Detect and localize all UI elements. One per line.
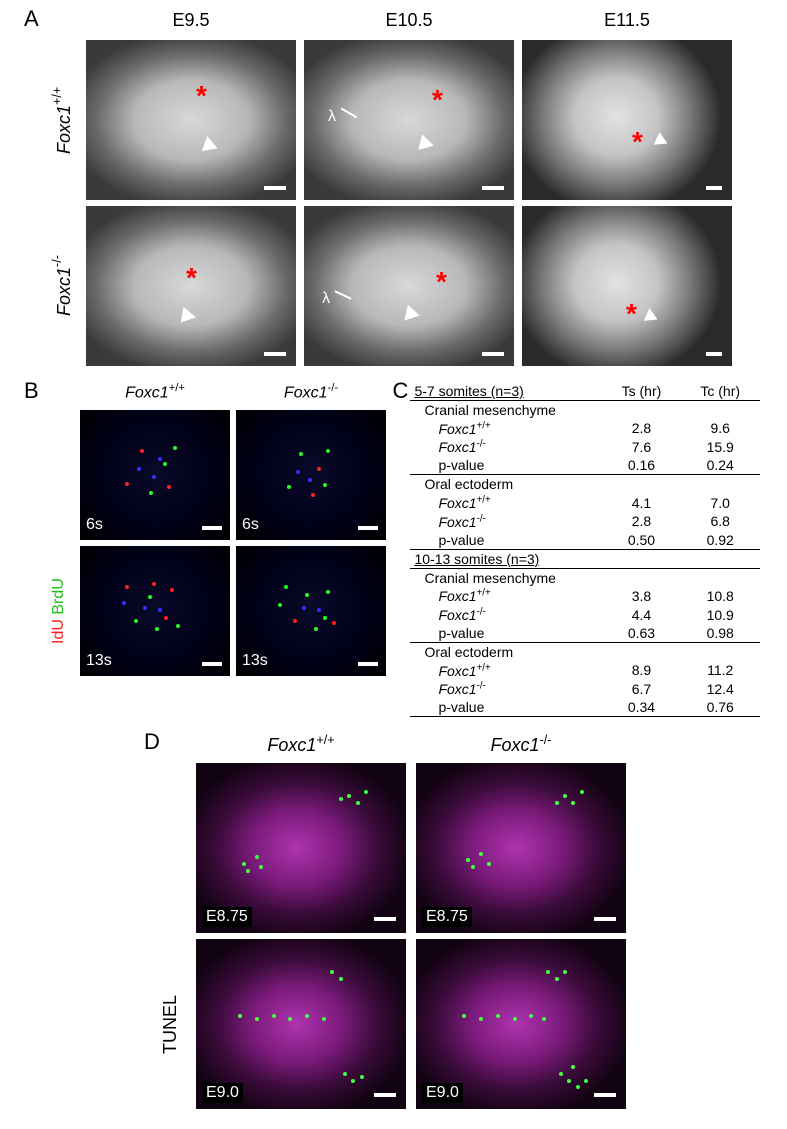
table-row: p-value: [410, 698, 603, 717]
scalebar-icon: [202, 526, 222, 530]
scalebar-icon: [202, 662, 222, 666]
table-group-title: 5-7 somites (n=3): [414, 383, 523, 399]
table-row: p-value: [410, 456, 603, 475]
panel-b-img-wt-13s: 13s: [80, 546, 230, 676]
arrowhead-icon: [404, 305, 421, 324]
panel-b-stain-label: IdU BrdU: [50, 546, 74, 676]
panel-a: A E9.5 E10.5 E11.5 Foxc1+/+ * * λ *: [50, 10, 767, 366]
panel-a-img-mut-e105: * λ: [304, 206, 514, 366]
panel-a-stage-0: E9.5: [86, 10, 296, 34]
table-row: p-value: [410, 624, 603, 643]
table-row: Foxc1+/+: [410, 661, 603, 680]
panel-b-grid: Foxc1+/+ Foxc1-/- 6s: [50, 382, 386, 676]
scalebar-icon: [358, 526, 378, 530]
panel-d-img-wt-e90: E9.0: [196, 939, 406, 1109]
panel-a-img-mut-e95: *: [86, 206, 296, 366]
scalebar-icon: [264, 352, 286, 356]
panel-b-label: B: [24, 378, 39, 404]
figure-root: A E9.5 E10.5 E11.5 Foxc1+/+ * * λ *: [20, 10, 767, 1109]
panel-b: B Foxc1+/+ Foxc1-/- 6s: [50, 382, 386, 676]
asterisk-icon: *: [432, 84, 443, 116]
asterisk-icon: *: [632, 126, 643, 158]
panel-d-row-label: TUNEL: [160, 939, 186, 1109]
arrowhead-icon: [202, 136, 221, 156]
panel-d-geno-0: Foxc1+/+: [196, 733, 406, 757]
table-row: p-value: [410, 531, 603, 550]
table-col-tc: Tc (hr): [680, 382, 761, 401]
tissue-name: Oral ectoderm: [410, 475, 603, 494]
tissue-name: Cranial mesenchyme: [410, 568, 603, 587]
panel-a-img-wt-e115: *: [522, 40, 732, 200]
panel-a-grid: E9.5 E10.5 E11.5 Foxc1+/+ * * λ *: [50, 10, 767, 366]
panel-d-grid: Foxc1+/+ Foxc1-/- E8.75 E8.75: [160, 733, 767, 1109]
tissue-name: Oral ectoderm: [410, 642, 603, 661]
table-row: Foxc1-/-: [410, 605, 603, 624]
stage-label: 13s: [242, 652, 268, 670]
asterisk-icon: *: [196, 80, 207, 112]
stage-label: 6s: [86, 516, 103, 534]
panel-a-stage-1: E10.5: [304, 10, 514, 34]
asterisk-icon: *: [186, 262, 197, 294]
asterisk-icon: *: [436, 266, 447, 298]
scalebar-icon: [374, 917, 396, 921]
panel-a-img-mut-e115: *: [522, 206, 732, 366]
scalebar-icon: [264, 186, 286, 190]
stage-label: E9.0: [202, 1083, 243, 1103]
panel-b-img-wt-6s: 6s: [80, 410, 230, 540]
panel-a-img-wt-e105: * λ: [304, 40, 514, 200]
panel-d-img-mut-e90: E9.0: [416, 939, 626, 1109]
brdu-label: BrdU: [50, 578, 67, 614]
panel-a-label: A: [24, 6, 39, 32]
idu-label: IdU: [50, 619, 67, 644]
panel-b-img-mut-13s: 13s: [236, 546, 386, 676]
lambda-line-icon: [334, 290, 351, 299]
stage-label: E9.0: [422, 1083, 463, 1103]
table-group-title: 10-13 somites (n=3): [414, 551, 539, 567]
stage-label: 6s: [242, 516, 259, 534]
panel-d-img-wt-e875: E8.75: [196, 763, 406, 933]
asterisk-icon: *: [626, 298, 637, 330]
panel-d-label: D: [144, 729, 160, 755]
panel-c: C 5-7 somites (n=3) Ts (hr) Tc (hr) Cran…: [410, 382, 760, 717]
stage-label: E8.75: [422, 907, 472, 927]
panel-a-geno-0: Foxc1+/+: [50, 40, 78, 200]
table-row: Foxc1+/+: [410, 419, 603, 438]
lambda-icon: λ: [328, 108, 336, 126]
stage-label: 13s: [86, 652, 112, 670]
panel-d-geno-1: Foxc1-/-: [416, 733, 626, 757]
stage-label: E8.75: [202, 907, 252, 927]
arrowhead-icon: [654, 132, 671, 150]
table-row: Foxc1+/+: [410, 493, 603, 512]
scalebar-icon: [482, 352, 504, 356]
scalebar-icon: [594, 917, 616, 921]
table-col-ts: Ts (hr): [603, 382, 680, 401]
panel-b-img-mut-6s: 6s: [236, 410, 386, 540]
table-row: Foxc1+/+: [410, 587, 603, 606]
arrowhead-icon: [181, 307, 198, 325]
table-row: Foxc1-/-: [410, 680, 603, 699]
arrowhead-icon: [644, 308, 661, 326]
scalebar-icon: [706, 186, 722, 190]
panel-c-table: 5-7 somites (n=3) Ts (hr) Tc (hr) Crania…: [410, 382, 760, 717]
panel-a-geno-1: Foxc1-/-: [50, 206, 78, 366]
tissue-name: Cranial mesenchyme: [410, 401, 603, 420]
panel-c-label: C: [392, 378, 408, 404]
table-row: Foxc1-/-: [410, 438, 603, 457]
lambda-line-icon: [341, 108, 358, 119]
panel-a-img-wt-e95: *: [86, 40, 296, 200]
lambda-icon: λ: [322, 290, 330, 308]
arrowhead-icon: [418, 134, 436, 153]
panel-d: D Foxc1+/+ Foxc1-/- E8.75: [160, 733, 767, 1109]
scalebar-icon: [706, 352, 722, 356]
panel-b-geno-0: Foxc1+/+: [80, 382, 230, 404]
panel-a-stage-2: E11.5: [522, 10, 732, 34]
table-row: Foxc1-/-: [410, 512, 603, 531]
scalebar-icon: [482, 186, 504, 190]
scalebar-icon: [358, 662, 378, 666]
panel-d-img-mut-e875: E8.75: [416, 763, 626, 933]
panel-b-geno-1: Foxc1-/-: [236, 382, 386, 404]
